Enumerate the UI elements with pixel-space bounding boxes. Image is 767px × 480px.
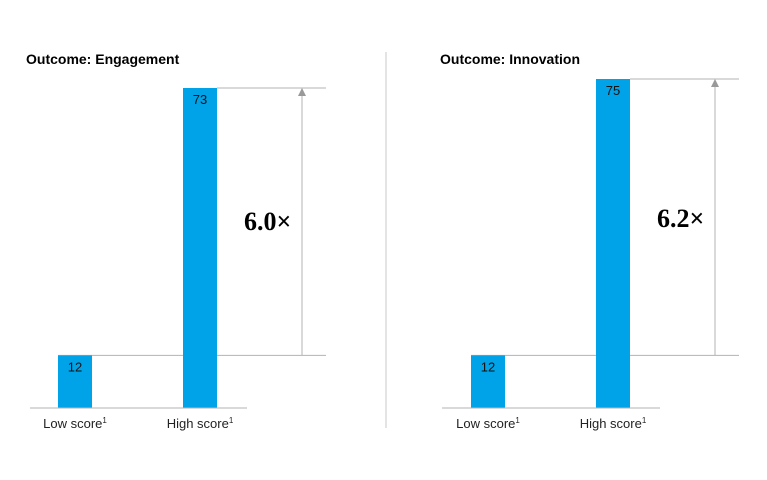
bar-low-score xyxy=(58,355,92,408)
ratio-label: 6.0× xyxy=(244,207,291,236)
x-tick-label-text: High score xyxy=(580,416,642,431)
footnote-marker: 1 xyxy=(102,416,107,425)
x-tick-label: Low score1 xyxy=(43,416,107,431)
footnote-marker: 1 xyxy=(642,416,647,425)
data-label: 73 xyxy=(193,92,207,107)
data-label: 12 xyxy=(68,359,82,374)
ratio-label: 6.2× xyxy=(657,204,704,233)
bar-low-score xyxy=(471,355,505,408)
bar-high-score xyxy=(183,88,217,408)
x-tick-label-text: Low score xyxy=(43,416,102,431)
x-tick-label: High score1 xyxy=(167,416,234,431)
x-tick-label: High score1 xyxy=(580,416,647,431)
chart-title: Outcome: Engagement xyxy=(26,51,180,67)
data-label: 12 xyxy=(481,359,495,374)
footnote-marker: 1 xyxy=(229,416,234,425)
ratio-arrow-head xyxy=(711,79,719,87)
footnote-marker: 1 xyxy=(515,416,520,425)
chart-title: Outcome: Innovation xyxy=(440,51,580,67)
ratio-arrow-head xyxy=(298,88,306,96)
bar-high-score xyxy=(596,79,630,408)
x-tick-label-text: High score xyxy=(167,416,229,431)
data-label: 75 xyxy=(606,83,620,98)
x-tick-label: Low score1 xyxy=(456,416,520,431)
x-tick-label-text: Low score xyxy=(456,416,515,431)
